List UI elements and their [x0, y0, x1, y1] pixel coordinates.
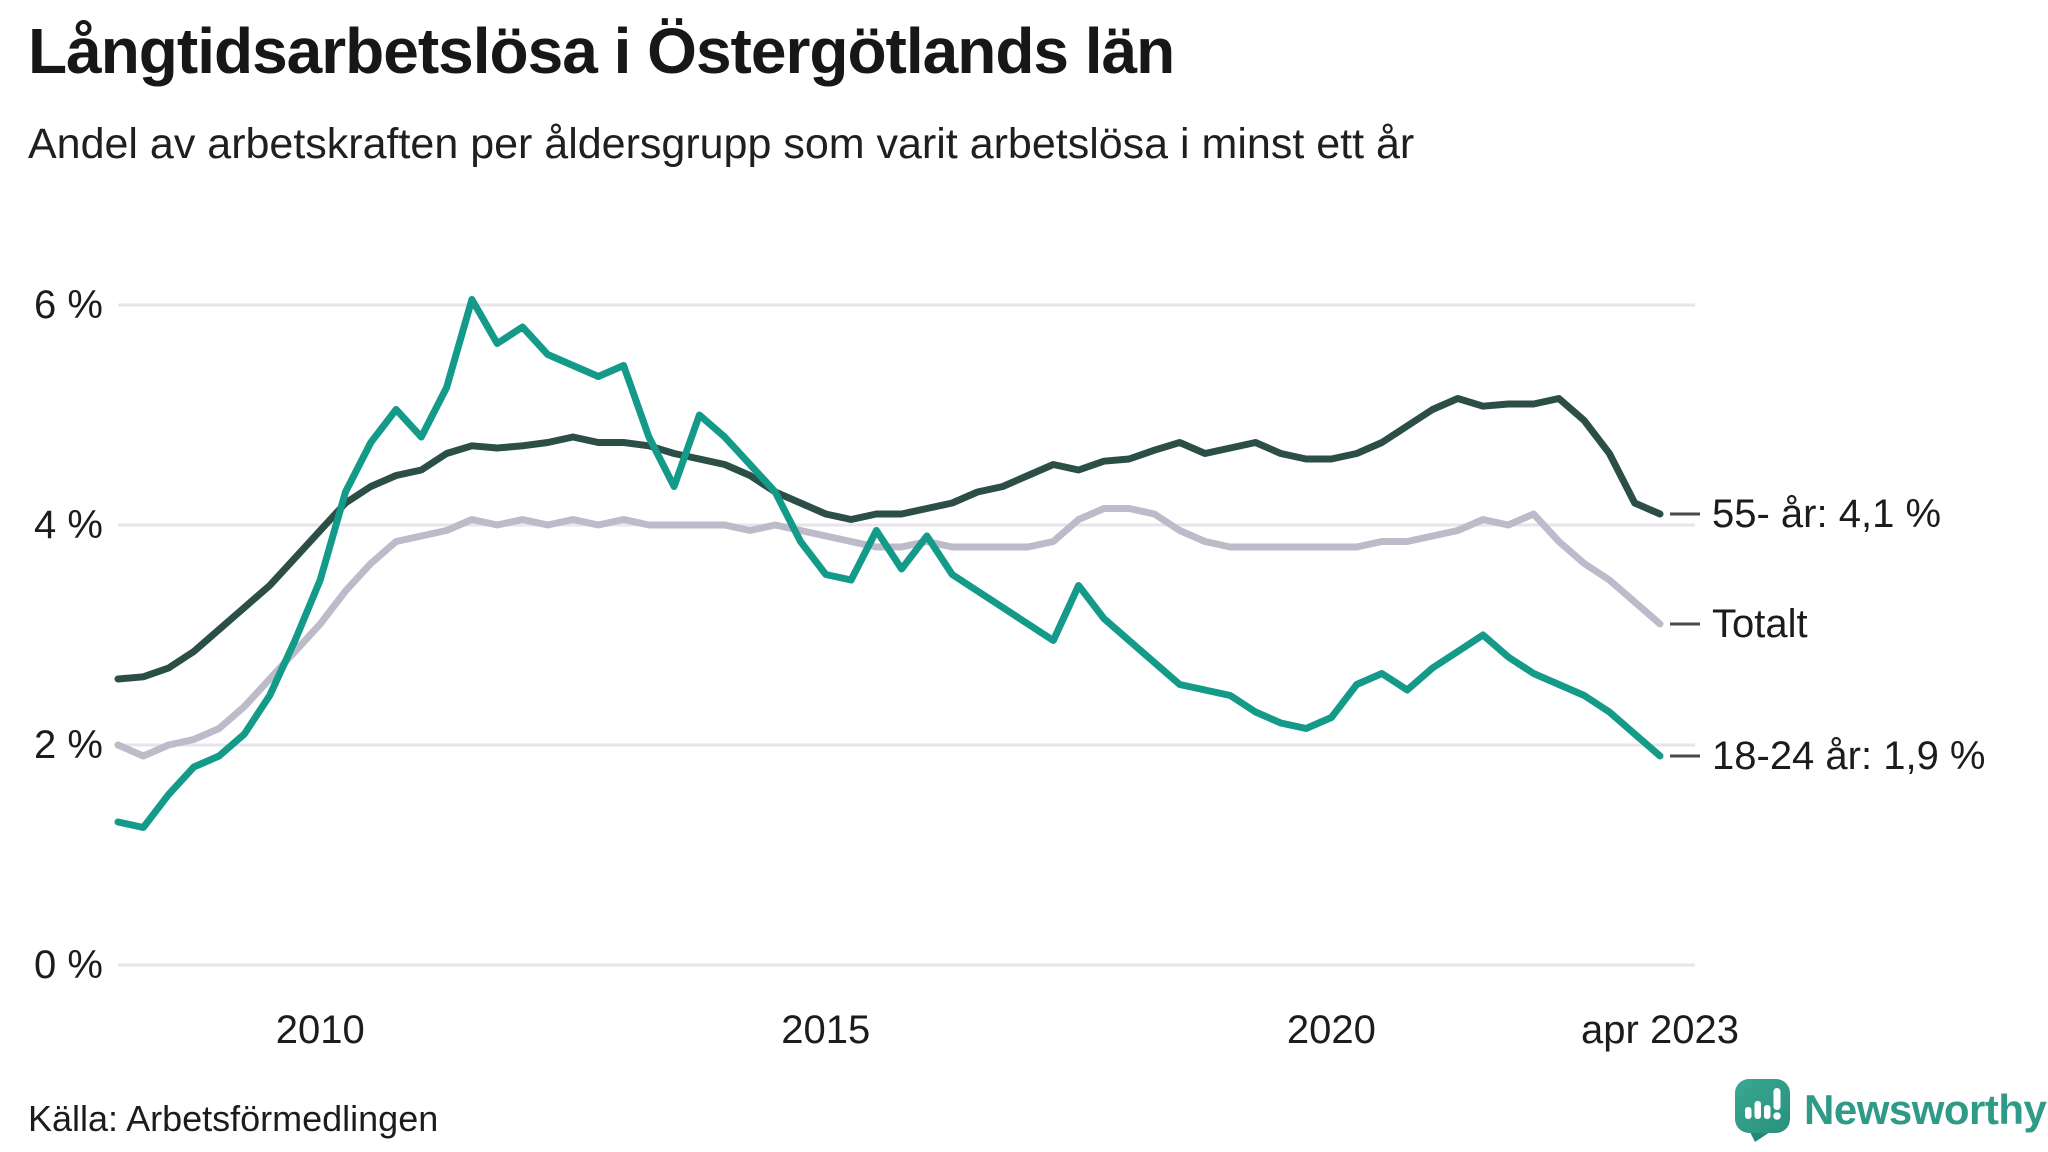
x-tick-2015: 2015	[781, 1008, 871, 1052]
newsworthy-brand: Newsworthy	[1734, 1078, 2047, 1142]
logo-exclamation-bar	[1773, 1088, 1781, 1110]
chart-subtitle: Andel av arbetskraften per åldersgrupp s…	[28, 120, 1415, 168]
newsworthy-wordmark: Newsworthy	[1804, 1086, 2047, 1133]
newsworthy-logo-icon	[1735, 1079, 1790, 1142]
logo-bar-1	[1745, 1107, 1752, 1119]
logo-bubble	[1735, 1079, 1790, 1133]
y-tick-6: 6 %	[34, 283, 103, 327]
x-tick-2010: 2010	[275, 1008, 365, 1052]
y-tick-2: 2 %	[34, 723, 103, 767]
y-tick-0: 0 %	[34, 943, 103, 987]
series-label-55-ar: 55- år: 4,1 %	[1712, 492, 1942, 536]
logo-bar-2	[1754, 1101, 1761, 1119]
series-line-18-24-år	[114, 296, 1664, 831]
series-line-55--år	[114, 395, 1664, 683]
logo-bubble-tail	[1750, 1132, 1770, 1142]
source-note: Källa: Arbetsförmedlingen	[28, 1098, 439, 1139]
y-tick-4: 4 %	[34, 503, 103, 547]
series-label-18-24-ar: 18-24 år: 1,9 %	[1712, 734, 1986, 778]
logo-bar-3	[1764, 1105, 1771, 1119]
logo-exclamation-dot	[1773, 1112, 1781, 1120]
series-label-totalt: Totalt	[1712, 602, 1808, 646]
x-tick-2020: 2020	[1286, 1008, 1376, 1052]
page-title: Långtidsarbetslösa i Östergötlands län	[28, 15, 1175, 87]
x-tick-apr-2023: apr 2023	[1581, 1008, 1739, 1052]
